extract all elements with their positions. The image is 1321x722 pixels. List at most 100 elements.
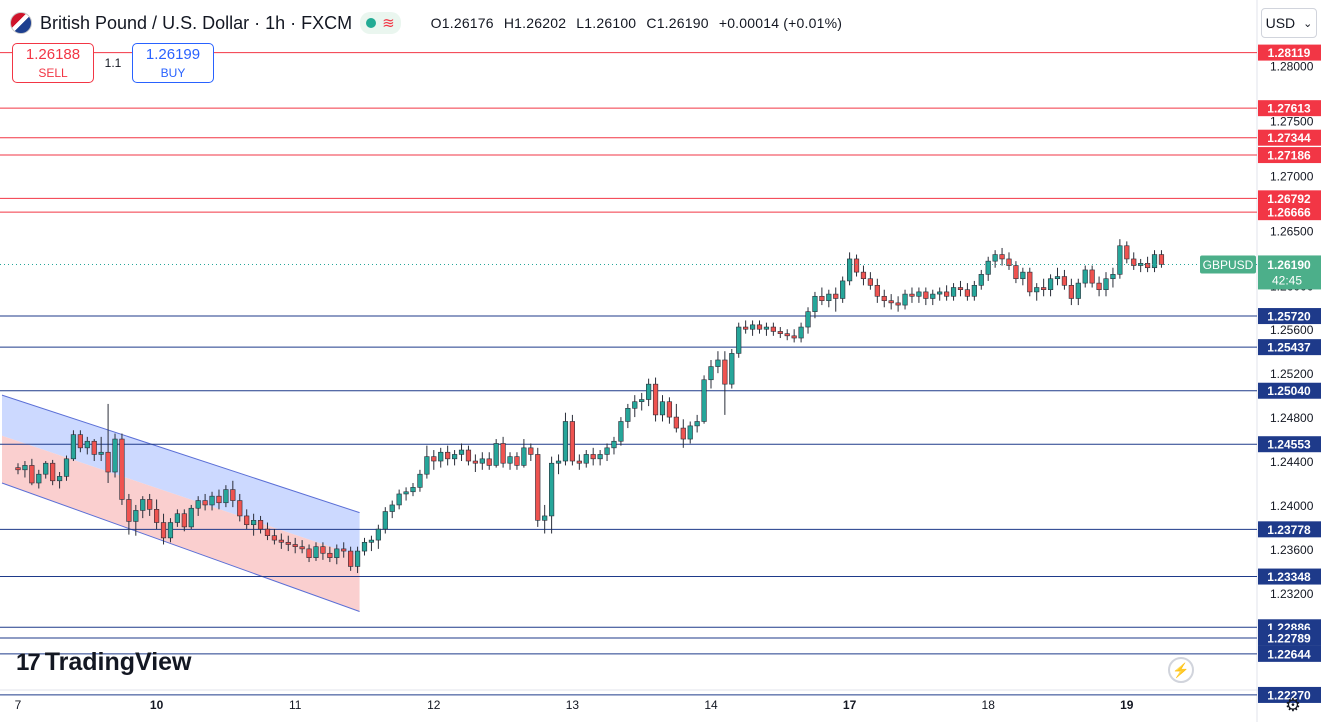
candle-body [777,331,783,334]
support-level-label: 1.23778 [1267,523,1311,537]
candle-body [909,293,915,297]
support-level-label: 1.25720 [1267,310,1311,324]
candle-body [244,515,250,526]
support-level-label: 1.25040 [1267,384,1311,398]
price-tick-label: 1.24800 [1270,411,1314,425]
support-level-label: 1.22789 [1267,631,1311,645]
resistance-level-label-bg [1258,204,1321,221]
time-tick-label: 11 [289,698,302,712]
candle-body [368,539,375,543]
candle-body [590,454,596,460]
time-tick-label: 14 [704,698,718,712]
candle-body [458,449,465,455]
candle-body [673,416,679,429]
candle-body [320,546,326,554]
sell-button[interactable]: 1.26188 SELL [12,43,94,83]
candle-body [812,295,818,312]
candle-body [285,541,291,545]
candle-body [410,487,416,493]
gear-icon[interactable]: ⚙ [1284,695,1302,715]
symbol-tag-bg [1200,255,1256,274]
candle-body [1096,282,1102,291]
candle-body [1144,263,1151,269]
channel-lower-line [1,482,360,612]
candle-body [472,460,478,464]
candle-body [888,300,894,304]
candle-body [451,454,458,460]
candle-body [251,520,257,526]
price-tick-label: 1.24400 [1270,455,1314,469]
symbol-title[interactable]: British Pound / U.S. Dollar · 1h · FXCM [40,12,353,33]
candle-body [493,443,499,466]
candle-body [188,507,194,528]
candle-body [167,522,174,539]
candle-body [230,489,236,501]
candle-body [826,293,832,301]
candle-body [292,544,298,547]
candle-body [937,291,943,295]
time-tick-label: 13 [566,698,580,712]
candle-body [555,460,562,464]
candle-body [126,499,132,522]
candle-body [930,293,936,299]
candle-body [652,383,659,416]
candle-body [1034,287,1040,293]
candle-body [43,462,49,475]
resistance-level-label: 1.26792 [1267,192,1311,206]
candle-body [805,311,811,328]
candle-body [154,509,160,523]
candle-body [722,359,728,385]
candle-body [431,456,437,462]
tradingview-logo[interactable]: 17 TradingView [16,648,192,677]
buy-price: 1.26199 [145,46,201,63]
currency-selector[interactable]: USD ⌄ [1261,8,1317,38]
candle-body [223,489,229,504]
time-tick-label: 10 [150,698,164,712]
candle-body [140,499,146,511]
candle-body [361,541,368,552]
candle-body [992,254,998,262]
candle-body [874,285,880,297]
candle-body [70,434,77,460]
candle-body [639,399,645,403]
candle-body [375,528,381,541]
change-value: +0.00014 (+0.01%) [718,15,843,31]
candle-body [784,333,790,337]
resistance-level-label-bg [1258,190,1321,207]
candle-body [479,458,485,464]
candle-body [174,513,180,523]
candle-body [985,260,991,275]
candle-body [604,447,610,455]
candle-body [403,491,409,495]
candle-body [1117,245,1123,275]
candle-body [902,293,908,306]
candle-body [56,476,63,482]
candle-body [1131,258,1137,266]
market-status-pill[interactable]: ≋ [360,12,401,34]
chart-header: British Pound / U.S. Dollar · 1h · FXCM … [10,8,848,38]
candle-body [417,473,423,488]
candle-body [1061,276,1068,286]
candle-body [583,454,589,464]
bar-countdown: 42:45 [1272,273,1302,287]
lightning-icon[interactable]: ⚡ [1168,657,1194,683]
candle-body [680,427,686,440]
candle-body [978,274,984,286]
gbp-usd-flag-icon [10,12,32,34]
candle-body [798,326,804,339]
buy-button[interactable]: 1.26199 BUY [132,43,214,83]
price-tick-label: 1.23600 [1270,543,1314,557]
candle-body [666,401,673,418]
candle-body [486,458,492,466]
candle-body [327,552,333,558]
candle-body [569,421,575,462]
candle-body [424,456,430,475]
candle-body [181,513,187,528]
candle-body [576,460,582,464]
candle-body [438,451,444,462]
support-level-label: 1.22270 [1267,688,1311,702]
candle-body [445,451,451,460]
candle-body [999,254,1005,260]
candle-body [846,258,853,282]
